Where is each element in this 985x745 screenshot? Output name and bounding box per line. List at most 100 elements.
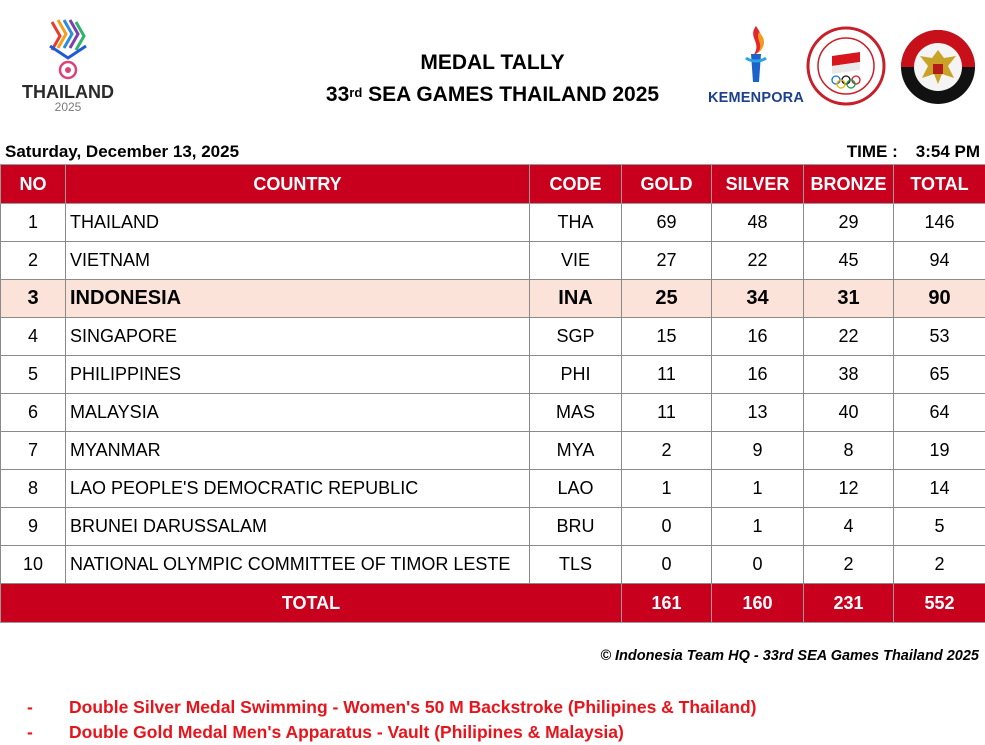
header: THAILAND 2025 MEDAL TALLY 33rd SEA GAMES… — [0, 0, 985, 135]
cell-total: 146 — [894, 204, 985, 242]
torch-icon — [733, 24, 779, 84]
cell-country: VIETNAM — [66, 242, 530, 280]
cell-no: 10 — [1, 546, 66, 584]
cell-silver: 9 — [712, 432, 804, 470]
title-edition-number: 33 — [326, 83, 349, 106]
cell-country: MALAYSIA — [66, 394, 530, 432]
cell-bronze: 12 — [804, 470, 894, 508]
date-time-row: Saturday, December 13, 2025 TIME : 3:54 P… — [5, 142, 982, 164]
cell-bronze: 22 — [804, 318, 894, 356]
cell-gold: 2 — [622, 432, 712, 470]
cell-country: INDONESIA — [66, 280, 530, 318]
totals-silver: 160 — [712, 584, 804, 623]
totals-total: 552 — [894, 584, 985, 623]
copyright-text: © Indonesia Team HQ - 33rd SEA Games Tha… — [600, 648, 979, 664]
cell-gold: 15 — [622, 318, 712, 356]
cell-total: 5 — [894, 508, 985, 546]
cell-bronze: 45 — [804, 242, 894, 280]
report-date: Saturday, December 13, 2025 — [5, 142, 239, 162]
column-header-country: COUNTRY — [66, 165, 530, 204]
cell-code: TLS — [530, 546, 622, 584]
cell-total: 19 — [894, 432, 985, 470]
report-time: TIME : 3:54 PM — [847, 142, 980, 162]
cell-silver: 16 — [712, 318, 804, 356]
cell-silver: 1 — [712, 470, 804, 508]
sea-games-emblem-icon — [46, 18, 90, 80]
time-label: TIME : — [847, 142, 898, 161]
cell-no: 7 — [1, 432, 66, 470]
cell-country: THAILAND — [66, 204, 530, 242]
cell-total: 14 — [894, 470, 985, 508]
totals-label: TOTAL — [1, 584, 622, 623]
cell-country: BRUNEI DARUSSALAM — [66, 508, 530, 546]
cell-total: 65 — [894, 356, 985, 394]
note-text: Double Silver Medal Swimming - Women's 5… — [69, 697, 756, 717]
cell-gold: 11 — [622, 356, 712, 394]
cell-bronze: 2 — [804, 546, 894, 584]
title-medal-tally: MEDAL TALLY — [290, 48, 695, 78]
cell-gold: 0 — [622, 508, 712, 546]
cell-code: VIE — [530, 242, 622, 280]
cell-code: MAS — [530, 394, 622, 432]
cell-country: SINGAPORE — [66, 318, 530, 356]
column-header-gold: GOLD — [622, 165, 712, 204]
column-header-no: NO — [1, 165, 66, 204]
table-header-row: NO COUNTRY CODE GOLD SILVER BRONZE TOTAL — [1, 165, 985, 204]
cell-no: 6 — [1, 394, 66, 432]
cell-country: LAO PEOPLE'S DEMOCRATIC REPUBLIC — [66, 470, 530, 508]
cell-silver: 0 — [712, 546, 804, 584]
cell-gold: 27 — [622, 242, 712, 280]
cell-bronze: 40 — [804, 394, 894, 432]
note-dash: - — [27, 695, 69, 720]
cell-silver: 1 — [712, 508, 804, 546]
cell-code: MYA — [530, 432, 622, 470]
cell-code: THA — [530, 204, 622, 242]
cell-code: BRU — [530, 508, 622, 546]
cell-bronze: 4 — [804, 508, 894, 546]
cell-code: LAO — [530, 470, 622, 508]
cell-bronze: 29 — [804, 204, 894, 242]
title-edition-suffix: rd — [349, 85, 362, 100]
cell-no: 3 — [1, 280, 66, 318]
page-title: MEDAL TALLY 33rd SEA GAMES THAILAND 2025 — [290, 48, 695, 112]
notes-list: -Double Silver Medal Swimming - Women's … — [27, 695, 756, 745]
totals-row: TOTAL 161 160 231 552 — [1, 584, 985, 623]
kemenpora-word: KEMENPORA — [703, 90, 809, 106]
cell-total: 2 — [894, 546, 985, 584]
column-header-code: CODE — [530, 165, 622, 204]
cell-silver: 22 — [712, 242, 804, 280]
cell-country: PHILIPPINES — [66, 356, 530, 394]
sea-games-thailand-logo: THAILAND 2025 — [18, 18, 118, 123]
totals-bronze: 231 — [804, 584, 894, 623]
cell-gold: 69 — [622, 204, 712, 242]
cell-silver: 34 — [712, 280, 804, 318]
cell-code: PHI — [530, 356, 622, 394]
cell-gold: 11 — [622, 394, 712, 432]
cell-total: 90 — [894, 280, 985, 318]
cell-total: 64 — [894, 394, 985, 432]
cell-gold: 0 — [622, 546, 712, 584]
tim-indonesia-logo — [898, 28, 978, 106]
cell-total: 94 — [894, 242, 985, 280]
cell-country: NATIONAL OLYMPIC COMMITTEE OF TIMOR LEST… — [66, 546, 530, 584]
cell-bronze: 8 — [804, 432, 894, 470]
time-value: 3:54 PM — [916, 142, 980, 161]
cell-silver: 13 — [712, 394, 804, 432]
cell-gold: 1 — [622, 470, 712, 508]
title-event: 33rd SEA GAMES THAILAND 2025 — [290, 78, 695, 112]
note-item: -Double Silver Medal Swimming - Women's … — [27, 695, 756, 720]
cell-no: 4 — [1, 318, 66, 356]
cell-silver: 16 — [712, 356, 804, 394]
cell-silver: 48 — [712, 204, 804, 242]
cell-code: SGP — [530, 318, 622, 356]
